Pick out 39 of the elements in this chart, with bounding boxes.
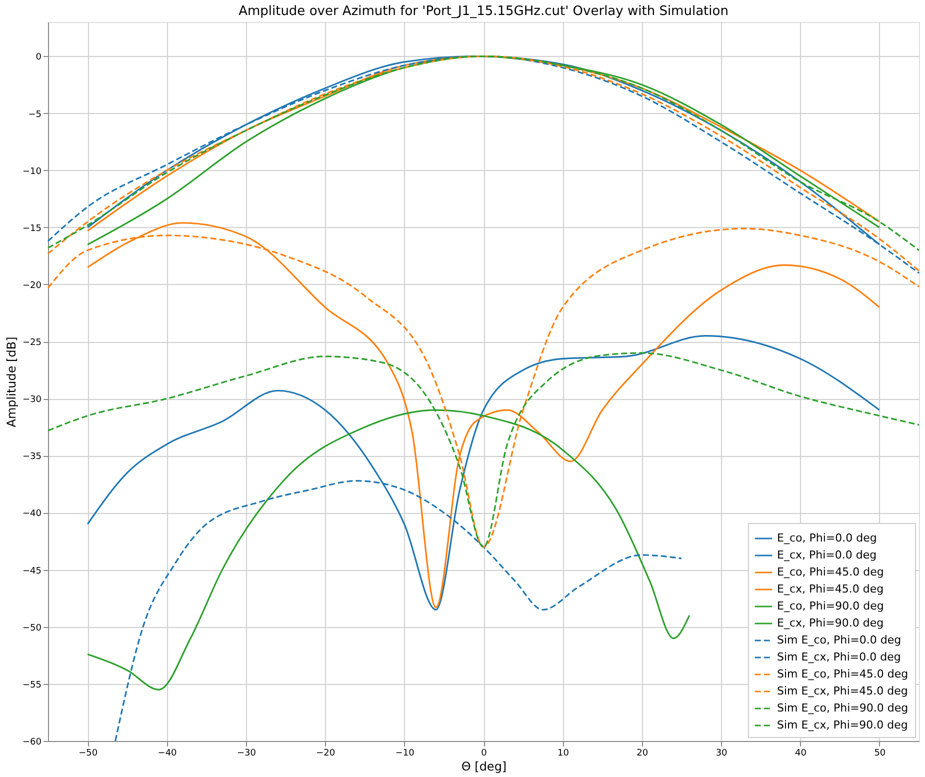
chart-title: Amplitude over Azimuth for 'Port_J1_15.15GHz.cut' Overlay with Simulation [238, 4, 728, 19]
legend-label: E_cx, Phi=0.0 deg [777, 548, 877, 562]
legend-label: E_cx, Phi=45.0 deg [777, 582, 884, 596]
legend-label: E_co, Phi=90.0 deg [777, 600, 884, 612]
x-axis-title: Θ [deg] [461, 760, 507, 774]
y-tick-label: −10 [22, 166, 42, 177]
y-tick-label: −5 [28, 110, 42, 120]
x-tick-label: 10 [557, 748, 570, 758]
y-axis-title: Amplitude [dB] [4, 336, 19, 428]
y-tick-label: −25 [22, 338, 42, 348]
x-tick-label: 40 [795, 748, 807, 758]
legend-label: Sim E_co, Phi=90.0 deg [777, 702, 908, 714]
y-tick-label: −15 [22, 224, 42, 234]
y-tick-label: −55 [22, 680, 42, 690]
y-tick-label: −35 [22, 452, 42, 462]
y-tick-label: −40 [22, 509, 42, 520]
x-tick-label: 0 [481, 748, 488, 758]
y-tick-label: 0 [36, 52, 42, 63]
legend-label: Sim E_co, Phi=45.0 deg [777, 668, 908, 680]
y-tick-label: −45 [22, 566, 42, 576]
x-tick-label: 50 [874, 748, 886, 758]
y-tick-label: −60 [22, 738, 42, 748]
legend-label: Sim E_co, Phi=0.0 deg [777, 634, 902, 646]
legend-label: Sim E_cx, Phi=90.0 deg [777, 718, 908, 732]
y-tick-label: −30 [22, 395, 42, 406]
legend-label: Sim E_cx, Phi=0.0 deg [777, 650, 901, 664]
x-tick-label: −10 [395, 748, 415, 758]
legend-label: Sim E_cx, Phi=45.0 deg [777, 684, 908, 698]
x-tick-label: −40 [158, 748, 178, 758]
x-tick-label: −20 [316, 748, 336, 758]
x-tick-label: 20 [636, 748, 648, 758]
legend-label: E_co, Phi=0.0 deg [777, 532, 877, 544]
x-tick-label: 30 [716, 748, 728, 758]
legend-label: E_co, Phi=45.0 deg [777, 566, 884, 578]
y-tick-label: −50 [22, 623, 42, 634]
legend-label: E_cx, Phi=90.0 deg [777, 616, 884, 630]
x-tick-label: −50 [78, 748, 98, 758]
x-tick-label: −30 [236, 748, 256, 758]
y-tick-label: −20 [22, 280, 42, 291]
